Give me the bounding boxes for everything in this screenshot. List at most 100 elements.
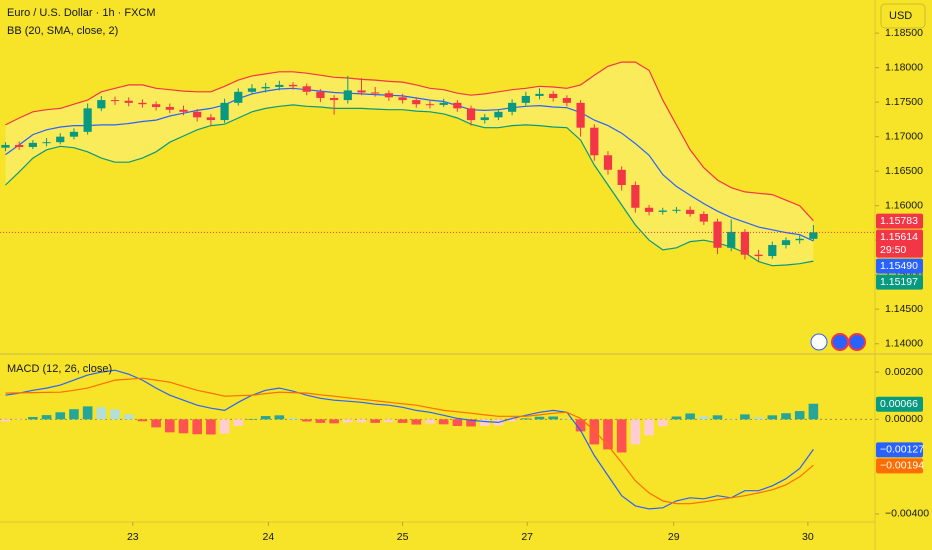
price-badge-label: 1.15783 bbox=[880, 215, 918, 227]
price-badge bbox=[876, 274, 923, 290]
icon bbox=[810, 333, 828, 351]
y-tick-label: −0.00400 bbox=[885, 508, 929, 520]
indicator-line bbox=[5, 369, 814, 510]
histogram-bar bbox=[466, 419, 476, 427]
price-badge bbox=[876, 229, 923, 258]
histogram-bar bbox=[397, 419, 408, 423]
currency[interactable]: USD bbox=[889, 10, 912, 22]
histogram-bar bbox=[206, 419, 216, 435]
candle-body bbox=[425, 104, 435, 106]
candle-body bbox=[508, 102, 517, 112]
plot bbox=[0, 61, 875, 510]
histogram-bar bbox=[685, 413, 695, 420]
histogram-bar bbox=[726, 419, 737, 420]
histogram-bar bbox=[630, 419, 641, 445]
histogram-bar bbox=[178, 419, 189, 434]
candle-body bbox=[644, 207, 654, 212]
candle-body bbox=[768, 245, 777, 257]
candle-body bbox=[809, 232, 818, 239]
histogram-bar bbox=[329, 419, 339, 424]
histogram-bar bbox=[219, 419, 230, 434]
candle-body bbox=[288, 84, 298, 87]
band-fill bbox=[5, 62, 814, 266]
histogram-bar bbox=[343, 419, 353, 423]
candle-body bbox=[617, 169, 626, 185]
candle-body bbox=[83, 108, 92, 132]
price-badge bbox=[876, 396, 923, 412]
currency-button[interactable] bbox=[880, 3, 926, 29]
candle-body bbox=[302, 86, 311, 92]
histogram-bar bbox=[562, 419, 572, 420]
histogram-bar bbox=[411, 419, 422, 425]
candle-body bbox=[247, 88, 257, 92]
icons bbox=[810, 333, 866, 351]
y-tick-label: 1.16500 bbox=[885, 165, 923, 177]
candle-body bbox=[795, 238, 804, 241]
candle-body bbox=[193, 111, 202, 118]
price-badge-label: 29:50 bbox=[880, 244, 906, 256]
histogram-bar bbox=[452, 419, 463, 426]
candle-body bbox=[124, 100, 133, 103]
x-tick-label: 29 bbox=[668, 531, 680, 543]
histogram-bar bbox=[521, 418, 531, 420]
candle-body bbox=[727, 231, 736, 248]
y-tick-label: 0.00200 bbox=[885, 366, 923, 378]
candle-body bbox=[754, 254, 763, 257]
price-badge-label: 1.15197 bbox=[880, 276, 918, 288]
candle-body bbox=[699, 213, 708, 222]
candle-body bbox=[261, 86, 270, 89]
candle-body bbox=[371, 92, 380, 94]
histogram-bar bbox=[753, 417, 764, 420]
candle-body bbox=[412, 100, 421, 105]
histogram-bar bbox=[507, 419, 517, 422]
macd-title: MACD (12, 26, close) bbox=[7, 363, 112, 375]
histogram-bar bbox=[808, 403, 819, 420]
y-tick-label: 1.14000 bbox=[885, 337, 923, 349]
candle-body bbox=[316, 91, 325, 99]
candle-body bbox=[234, 91, 243, 103]
price-badge-label: −0.00194 bbox=[880, 460, 924, 472]
price-badge bbox=[876, 458, 923, 474]
x-tick-label: 30 bbox=[802, 531, 814, 543]
candle-body bbox=[357, 90, 366, 93]
histogram-bar bbox=[438, 419, 449, 425]
histogram-bar bbox=[301, 419, 312, 422]
indicator-line bbox=[5, 87, 814, 242]
candle-body bbox=[179, 109, 188, 112]
y-tick-label: 1.17500 bbox=[885, 96, 923, 108]
histogram-bar bbox=[589, 419, 600, 445]
histogram-bar bbox=[370, 419, 380, 423]
candle-body bbox=[1, 144, 10, 148]
histogram-bar bbox=[274, 415, 285, 420]
candle-body bbox=[658, 210, 667, 212]
y-tick-label: 1.17000 bbox=[885, 130, 923, 142]
candle-body bbox=[69, 131, 79, 137]
histogram-bar bbox=[356, 419, 367, 423]
histogram-bar bbox=[603, 419, 613, 450]
candle-body bbox=[151, 104, 161, 107]
price-badge bbox=[876, 258, 923, 274]
histogram-bar bbox=[55, 412, 66, 420]
y-tick-label: 1.16000 bbox=[885, 199, 923, 211]
histogram-bar bbox=[233, 419, 244, 426]
histogram-bar bbox=[41, 415, 52, 420]
y-tick-label: 1.18000 bbox=[885, 61, 923, 73]
histogram-bar bbox=[534, 416, 545, 420]
candle-body bbox=[781, 240, 791, 246]
histogram-bar bbox=[548, 416, 559, 420]
histogram-bar bbox=[0, 419, 11, 422]
candle-body bbox=[631, 184, 640, 208]
histogram-bar bbox=[657, 419, 668, 427]
histogram-bar bbox=[671, 416, 682, 420]
histogram-bar bbox=[28, 416, 38, 420]
candle-body bbox=[165, 106, 174, 110]
candle-body bbox=[535, 93, 544, 96]
candle-body bbox=[97, 100, 106, 109]
histogram-bar bbox=[712, 415, 723, 420]
histogram-bar bbox=[82, 406, 93, 420]
candle-body bbox=[384, 93, 393, 98]
candle-body bbox=[439, 102, 448, 105]
price-badge-label: −0.00127 bbox=[880, 444, 924, 456]
